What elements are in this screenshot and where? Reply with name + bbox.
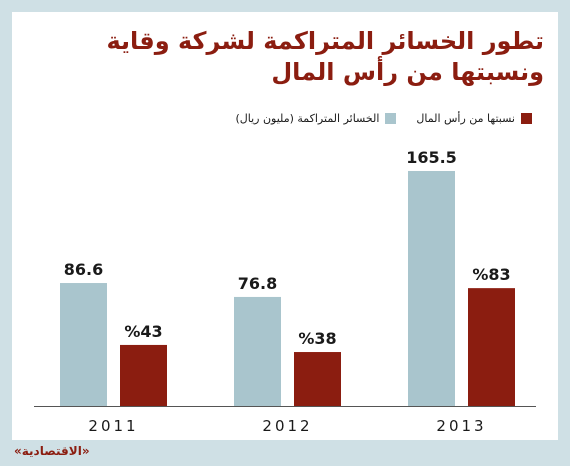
legend-label-ratio: نسبتها من رأس المال [416,112,515,125]
x-tick-label-2011: 2011 [88,417,138,435]
legend-swatch-losses [385,113,397,124]
bar-losses-2011 [60,283,107,406]
bar-losses-2012 [234,296,281,406]
chart-title: تطور الخسائر المتراكمة لشركة وقاية ونسبت… [64,26,544,88]
bar-losses-2013 [408,170,455,406]
source-credit: «الاقتصادية» [14,444,90,458]
data-label-losses-2012: 76.8 [238,274,277,293]
x-tick-label-2013: 2013 [436,417,486,435]
legend: نسبتها من رأس المال الخسائر المتراكمة (م… [190,112,532,125]
legend-label-losses: الخسائر المتراكمة (مليون ريال) [235,112,380,125]
chart-title-line-1: تطور الخسائر المتراكمة لشركة وقاية [106,27,544,55]
x-tick-label-2012: 2012 [262,417,312,435]
bar-ratio-2012 [294,352,341,406]
data-label-losses-2011: 86.6 [64,260,103,279]
data-label-losses-2013: 165.5 [406,148,457,167]
chart-title-line-2: ونسبتها من رأس المال [271,58,544,86]
data-label-ratio-2012: %38 [298,329,336,348]
bar-ratio-2011 [120,344,167,406]
data-label-ratio-2013: %83 [472,265,510,284]
legend-item-losses: الخسائر المتراكمة (مليون ريال) [235,112,397,125]
legend-item-ratio: نسبتها من رأس المال [416,112,532,125]
bar-ratio-2013 [468,288,515,406]
data-label-ratio-2011: %43 [124,322,162,341]
legend-swatch-ratio [521,113,532,124]
